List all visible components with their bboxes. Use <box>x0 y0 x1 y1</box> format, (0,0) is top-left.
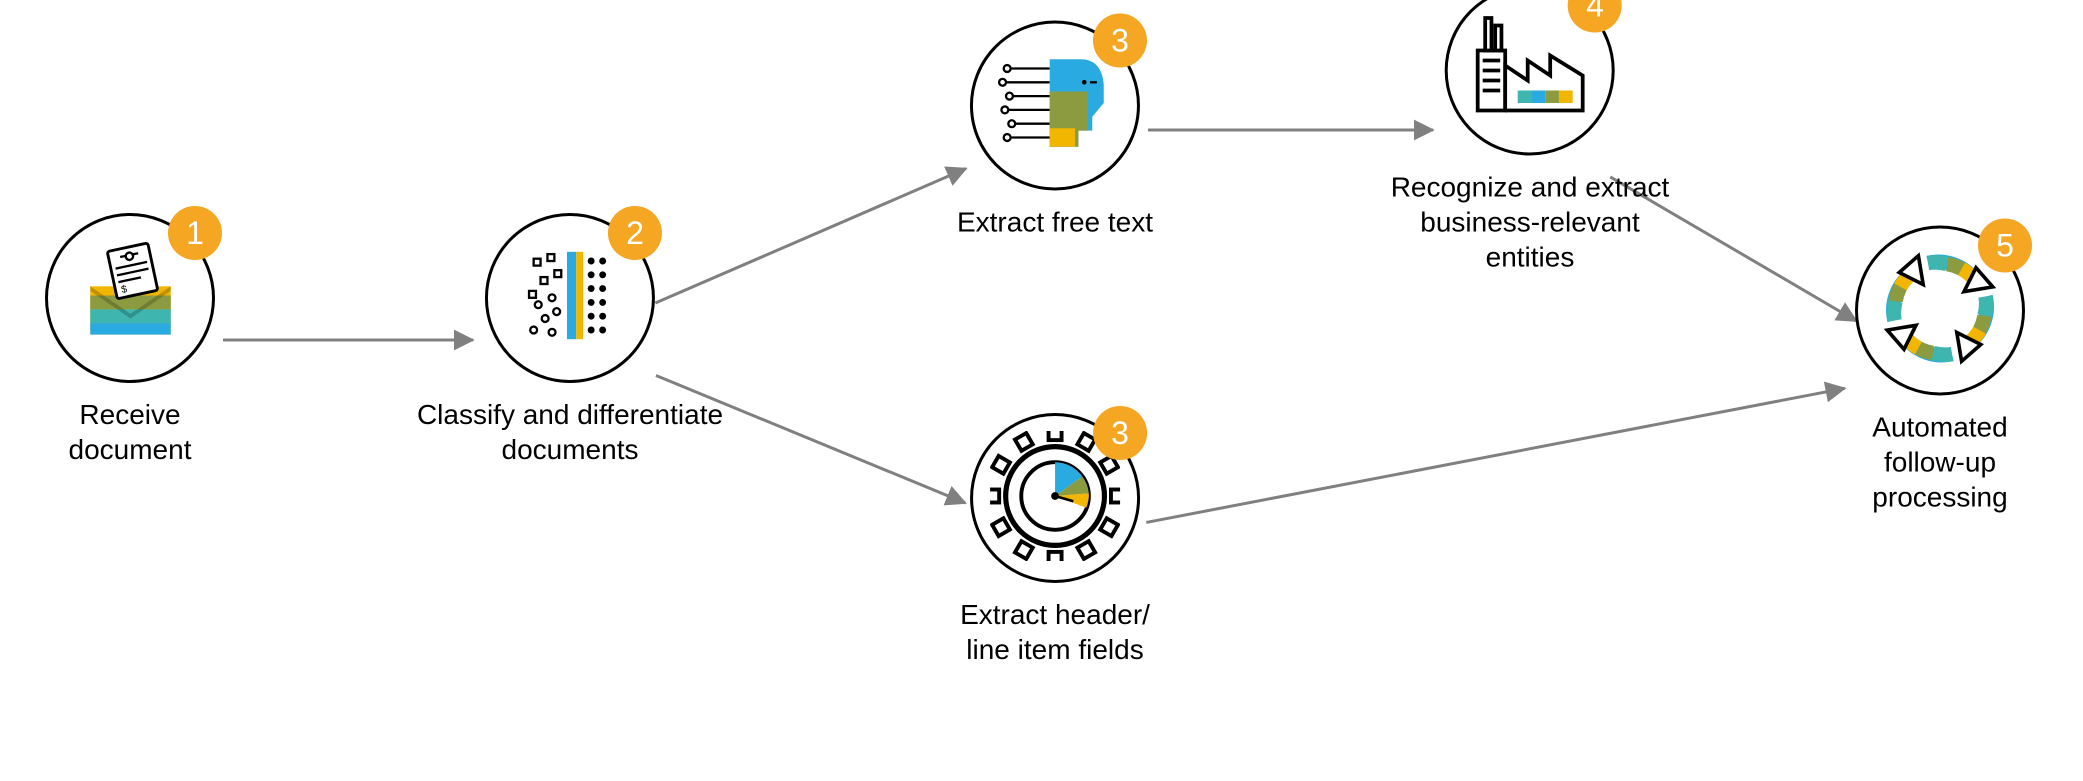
node-label-line: Extract header/ <box>960 597 1150 632</box>
node-n1: $ 1 Receivedocument <box>45 213 215 467</box>
node-circle: 3 <box>970 21 1140 191</box>
node-label: Automated follow-upprocessing <box>1855 410 2025 515</box>
step-badge: 5 <box>1978 219 2032 273</box>
cycle-arrows-icon <box>1880 248 2000 373</box>
node-label: Extract header/line item fields <box>960 597 1150 667</box>
step-badge: 2 <box>608 206 662 260</box>
step-badge: 3 <box>1093 14 1147 68</box>
node-label: Receivedocument <box>69 397 192 467</box>
step-badge: 3 <box>1093 406 1147 460</box>
flowchart-canvas: $ 1 Receivedocument 2 Classify and differe… <box>0 0 2083 781</box>
node-circle: 3 <box>970 413 1140 583</box>
envelope-doc-icon: $ <box>73 238 188 358</box>
node-n4: 4 Recognize and extractbusiness-relevante… <box>1391 0 1670 275</box>
node-circle: 5 <box>1855 226 2025 396</box>
node-label-line: Automated follow-up <box>1855 410 2025 480</box>
node-n3a: 3 Extract free text <box>957 21 1153 240</box>
node-circle: 2 <box>485 213 655 383</box>
node-label-line: Extract free text <box>957 205 1153 240</box>
node-label-line: Receive <box>69 397 192 432</box>
node-n3b: 3 Extract header/line item fields <box>960 413 1150 667</box>
node-n2: 2 Classify and differentiatedocuments <box>417 213 723 467</box>
node-label-line: business-relevant <box>1391 205 1670 240</box>
node-label: Classify and differentiatedocuments <box>417 397 723 467</box>
node-label-line: documents <box>417 432 723 467</box>
node-label: Extract free text <box>957 205 1153 240</box>
ai-head-icon <box>997 46 1112 166</box>
node-label: Recognize and extractbusiness-relevanten… <box>1391 170 1670 275</box>
node-label-line: Recognize and extract <box>1391 170 1670 205</box>
node-label-line: line item fields <box>960 632 1150 667</box>
node-circle: $ 1 <box>45 213 215 383</box>
node-label-line: processing <box>1855 480 2025 515</box>
node-label-line: Classify and differentiate <box>417 397 723 432</box>
node-label-line: document <box>69 432 192 467</box>
edge <box>1146 388 1844 522</box>
factory-icon <box>1467 6 1592 136</box>
scatter-classify-icon <box>512 238 627 358</box>
step-badge: 1 <box>168 206 222 260</box>
node-label-line: entities <box>1391 240 1670 275</box>
node-circle: 4 <box>1445 0 1615 156</box>
node-n5: 5 Automated follow-upprocessing <box>1855 226 2025 515</box>
